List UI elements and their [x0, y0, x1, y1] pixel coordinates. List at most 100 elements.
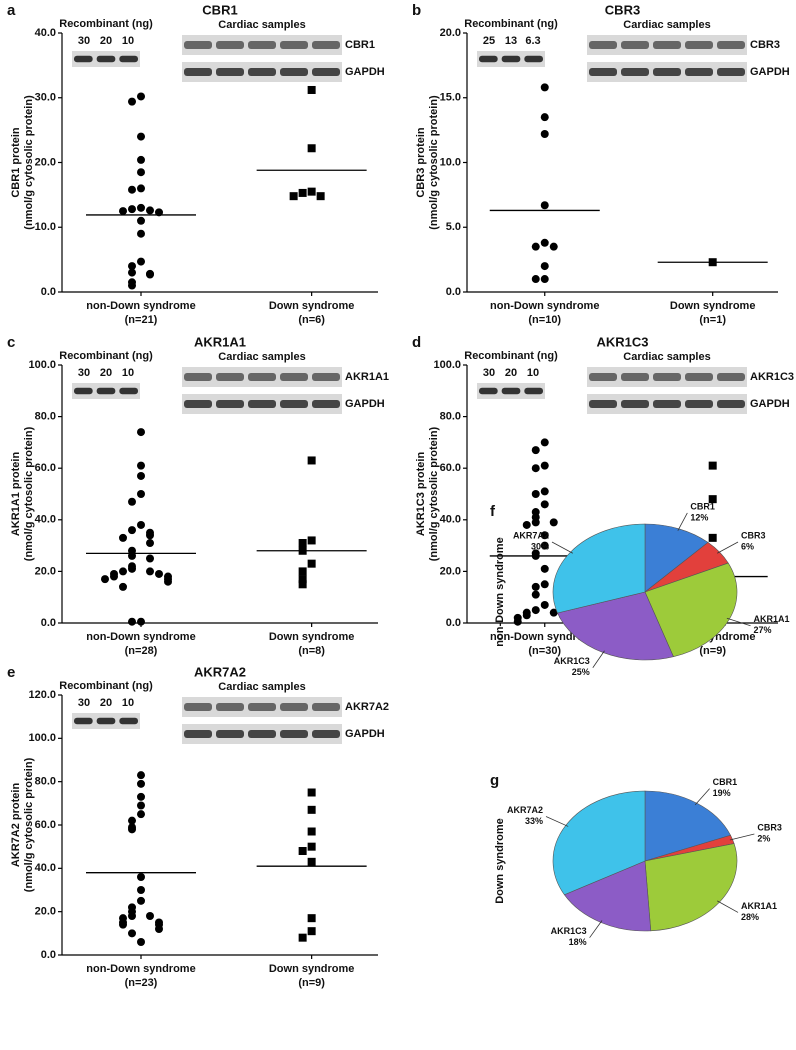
data-dot — [137, 428, 145, 437]
data-square — [708, 461, 717, 470]
blot-band — [653, 68, 681, 76]
data-square — [307, 827, 316, 836]
y-tick-label: 15.0 — [440, 92, 461, 104]
y-tick-label: 10.0 — [35, 221, 56, 233]
blot-band — [216, 703, 244, 711]
blot-band — [216, 373, 244, 381]
data-dot — [137, 801, 145, 810]
data-dot — [146, 539, 154, 548]
x-tick-label: Down syndrome — [670, 300, 756, 312]
data-dot — [128, 268, 136, 277]
x-tick-label: non-Down syndrome — [86, 300, 195, 312]
blot-band — [184, 68, 212, 76]
blot-amount: 30 — [483, 367, 495, 379]
data-dot — [128, 929, 136, 938]
slice-name: CBR3 — [741, 530, 766, 540]
blot-band — [312, 41, 340, 49]
blot-band — [96, 55, 116, 63]
y-axis-label: AKR7A2 protein — [10, 783, 22, 868]
data-dot — [128, 825, 136, 834]
data-dot — [128, 185, 136, 194]
blot-band — [280, 703, 308, 711]
data-dot — [540, 238, 549, 247]
data-dot — [540, 438, 549, 447]
data-dot — [137, 184, 145, 193]
data-dot — [164, 577, 172, 586]
data-square — [708, 533, 717, 542]
blot-amount: 20 — [100, 367, 112, 379]
y-tick-label: 80.0 — [35, 776, 56, 788]
blot-band — [501, 55, 521, 63]
panel-letter: f — [490, 503, 496, 520]
leader-line — [717, 900, 739, 913]
blot-band — [685, 400, 713, 408]
data-dot — [137, 92, 145, 101]
blot-label: Recombinant (ng) — [464, 350, 558, 362]
pie-group-label: Down syndrome — [494, 818, 506, 904]
blot-band-label: GAPDH — [345, 398, 385, 410]
blot-band — [184, 41, 212, 49]
y-tick-label: 120.0 — [28, 689, 56, 701]
leader-line — [545, 816, 569, 827]
y-axis-label: AKR1A1 protein — [10, 452, 22, 537]
blot-band — [216, 730, 244, 738]
blot-band — [653, 41, 681, 49]
blot-band — [524, 387, 543, 395]
data-square — [298, 580, 307, 589]
data-dot — [540, 580, 549, 589]
y-tick-label: 60.0 — [35, 819, 56, 831]
blot-amount: 6.3 — [525, 35, 540, 47]
blot-band — [248, 703, 276, 711]
data-square — [298, 847, 307, 855]
data-dot — [531, 464, 540, 473]
data-dot — [137, 886, 145, 894]
slice-name: AKR7A2 — [507, 805, 543, 815]
data-square — [316, 192, 325, 201]
data-square — [307, 559, 316, 568]
data-dot — [522, 611, 531, 620]
chart-title: CBR1 — [202, 2, 237, 17]
blot-band — [621, 373, 649, 381]
x-tick-label: non-Down syndrome — [86, 631, 195, 643]
y-tick-label: 20.0 — [440, 565, 461, 577]
data-dot — [128, 564, 136, 573]
data-dot — [128, 205, 136, 214]
data-square — [298, 575, 307, 584]
data-dot — [549, 518, 558, 527]
y-tick-label: 40.0 — [35, 27, 56, 39]
y-axis-label: AKR1C3 protein — [415, 452, 427, 537]
group-size: (n=9) — [699, 645, 726, 657]
y-tick-label: 0.0 — [446, 617, 461, 629]
y-axis-label: CBR3 protein — [415, 127, 427, 198]
x-tick-label: Down syndrome — [269, 300, 355, 312]
leader-line — [729, 833, 755, 841]
data-dot — [531, 490, 540, 498]
data-dot — [540, 600, 549, 609]
data-dot — [119, 533, 127, 542]
slice-name: CBR3 — [757, 822, 782, 832]
blot-band-label: GAPDH — [345, 66, 385, 78]
slice-name: AKR1C3 — [551, 926, 587, 936]
data-square — [307, 805, 316, 814]
blot-band-label: AKR7A2 — [345, 701, 389, 713]
data-dot — [137, 203, 145, 212]
y-tick-label: 80.0 — [35, 411, 56, 423]
data-dot — [137, 779, 145, 788]
data-dot — [137, 520, 145, 529]
blot-band-label: AKR1C3 — [750, 371, 794, 383]
blot-band — [589, 41, 617, 49]
data-dot — [128, 262, 136, 271]
slice-name: AKR7A2 — [513, 530, 549, 540]
y-tick-label: 100.0 — [28, 732, 56, 744]
y-tick-label: 60.0 — [440, 462, 461, 474]
data-dot — [128, 97, 136, 106]
data-dot — [137, 792, 145, 801]
group-size: (n=21) — [125, 314, 158, 326]
pie-group-label: non-Down syndrome — [494, 537, 506, 646]
chart-title: AKR1C3 — [596, 334, 648, 349]
slice-name: AKR1C3 — [554, 656, 590, 666]
y-tick-label: 0.0 — [41, 286, 56, 298]
data-dot — [146, 206, 154, 215]
slice-value: 28% — [741, 912, 759, 922]
data-square — [298, 539, 307, 548]
